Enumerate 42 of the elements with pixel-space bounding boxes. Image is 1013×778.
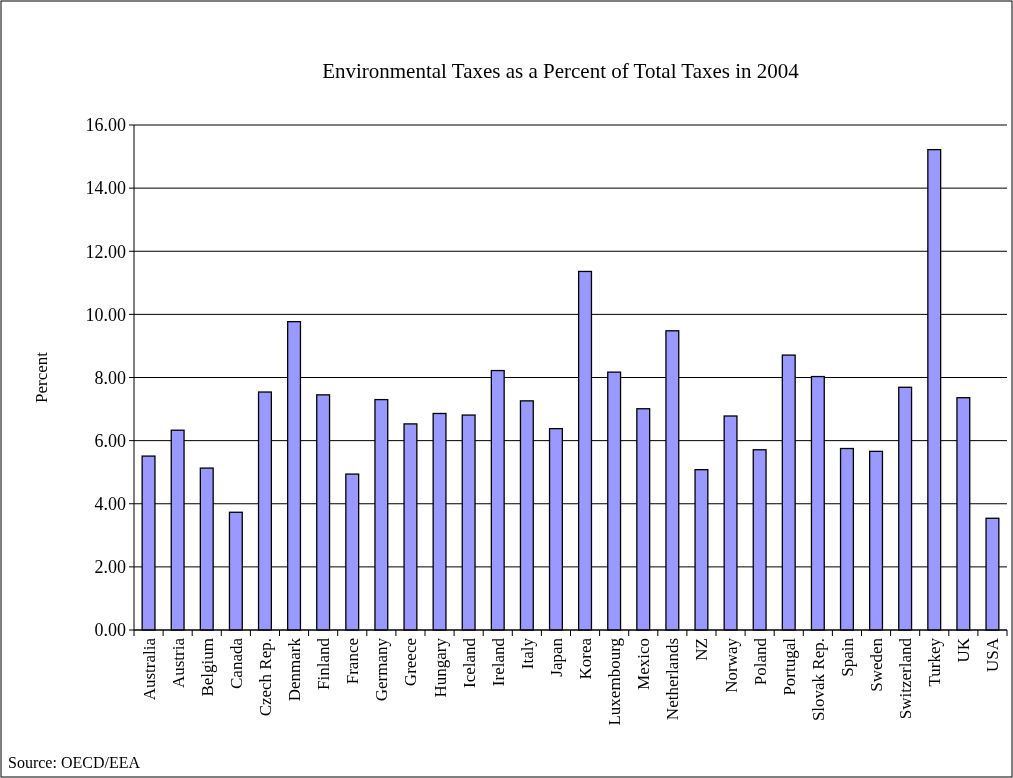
x-tick-label: Mexico — [634, 638, 654, 690]
y-tick-label: 2.00 — [94, 557, 126, 578]
x-tick-label: Sweden — [867, 637, 886, 692]
x-tick-label: NZ — [692, 638, 712, 661]
x-tick-label: Austria — [168, 637, 188, 689]
x-tick-label: Belgium — [197, 638, 217, 697]
x-tick-label: Canada — [226, 637, 246, 689]
x-tick-label: Korea — [576, 637, 595, 680]
y-tick-label: 16.00 — [85, 115, 126, 136]
x-tick-label: Germany — [372, 637, 392, 702]
source-note: Source: OECD/EEA — [8, 754, 141, 771]
x-tick-label: UK — [954, 637, 974, 663]
x-tick-label: Italy — [517, 637, 537, 670]
x-tick-label: Switzerland — [896, 637, 916, 720]
x-tick-label: Greece — [401, 638, 421, 687]
x-tick-label: Ireland — [488, 637, 508, 687]
x-tick-label: Iceland — [459, 637, 479, 689]
x-tick-label: Denmark — [285, 637, 304, 702]
x-tick-label: Hungary — [430, 637, 450, 698]
x-tick-label: France — [343, 638, 363, 685]
x-tick-label: Luxembourg — [605, 637, 625, 726]
x-tick-label: Finland — [314, 637, 334, 690]
x-tick-label: Poland — [750, 637, 770, 686]
x-tick-label: Australia — [139, 637, 159, 701]
y-tick-label: 0.00 — [94, 620, 126, 641]
x-tick-label: USA — [983, 637, 1003, 673]
y-tick-label: 4.00 — [94, 494, 126, 515]
x-tick-label: Czech Rep. — [255, 638, 275, 717]
chart-title: Environmental Taxes as a Percent of Total Taxes in 2004 — [322, 59, 800, 83]
x-tick-label: Spain — [837, 637, 857, 677]
y-tick-label: 8.00 — [94, 367, 126, 388]
y-tick-label: 12.00 — [85, 241, 126, 262]
x-tick-label: Portugal — [779, 637, 799, 696]
x-tick-label: Slovak Rep. — [808, 638, 828, 722]
y-tick-label: 14.00 — [85, 178, 126, 199]
x-tick-label: Japan — [546, 637, 566, 677]
y-tick-label: 10.00 — [85, 304, 126, 325]
x-tick-label: Norway — [721, 637, 741, 693]
x-tick-label: Netherlands — [663, 638, 683, 721]
x-tick-label: Turkey — [925, 637, 945, 687]
y-axis-title: Percent — [32, 351, 51, 403]
y-tick-label: 6.00 — [94, 430, 126, 451]
